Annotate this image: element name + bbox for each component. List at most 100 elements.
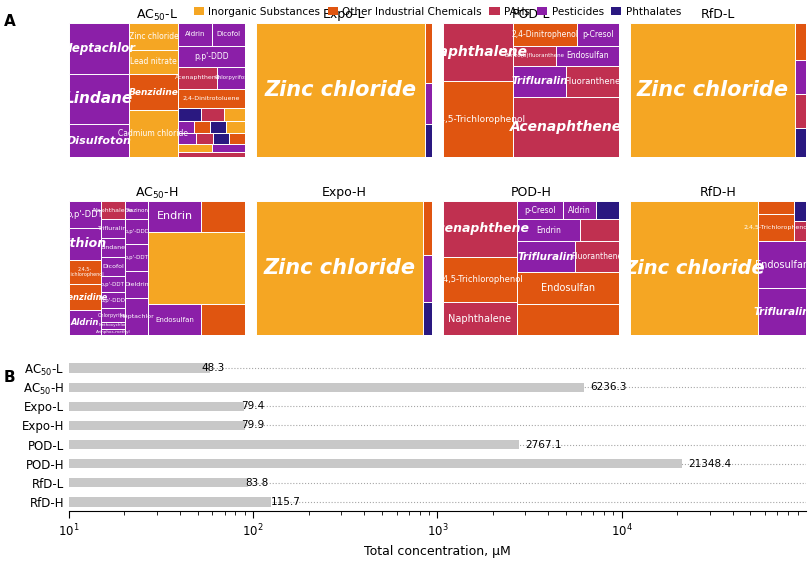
FancyBboxPatch shape: [100, 322, 126, 329]
FancyBboxPatch shape: [514, 97, 619, 158]
FancyBboxPatch shape: [425, 83, 432, 124]
FancyBboxPatch shape: [210, 121, 226, 133]
FancyBboxPatch shape: [514, 23, 577, 46]
FancyBboxPatch shape: [795, 23, 806, 60]
FancyBboxPatch shape: [129, 50, 178, 74]
FancyBboxPatch shape: [100, 308, 126, 322]
FancyBboxPatch shape: [629, 23, 795, 158]
Title: AC$_{50}$-H: AC$_{50}$-H: [135, 185, 179, 201]
Text: Heptachlor: Heptachlor: [119, 314, 154, 319]
FancyBboxPatch shape: [577, 23, 619, 46]
FancyBboxPatch shape: [514, 66, 566, 97]
FancyBboxPatch shape: [69, 260, 100, 284]
FancyBboxPatch shape: [226, 121, 245, 133]
FancyBboxPatch shape: [758, 288, 806, 336]
Text: Azinphos-methyl: Azinphos-methyl: [96, 330, 130, 334]
Title: RfD-H: RfD-H: [699, 186, 736, 199]
FancyBboxPatch shape: [517, 272, 619, 305]
Title: AC$_{50}$-L: AC$_{50}$-L: [136, 7, 178, 23]
Text: Aldrin: Aldrin: [185, 31, 205, 37]
FancyBboxPatch shape: [201, 107, 224, 121]
Text: Acenaphthene: Acenaphthene: [175, 75, 220, 80]
FancyBboxPatch shape: [517, 219, 580, 241]
FancyBboxPatch shape: [795, 128, 806, 158]
Text: Fluoranthene: Fluoranthene: [565, 77, 620, 86]
Title: RfD-L: RfD-L: [701, 8, 735, 21]
FancyBboxPatch shape: [443, 81, 514, 158]
FancyBboxPatch shape: [794, 221, 806, 241]
Text: Methoxychlor: Methoxychlor: [99, 323, 127, 327]
FancyBboxPatch shape: [100, 238, 126, 257]
Text: Endrin: Endrin: [536, 226, 561, 235]
Bar: [69, 459, 682, 468]
Text: Aldrin: Aldrin: [568, 206, 590, 215]
FancyBboxPatch shape: [443, 257, 517, 302]
Title: Expo-H: Expo-H: [322, 186, 366, 199]
FancyBboxPatch shape: [229, 133, 245, 144]
FancyBboxPatch shape: [201, 305, 245, 336]
FancyBboxPatch shape: [514, 46, 556, 66]
Text: 79.9: 79.9: [241, 420, 265, 431]
Text: Zinc chloride: Zinc chloride: [263, 258, 416, 278]
FancyBboxPatch shape: [211, 144, 245, 152]
FancyBboxPatch shape: [758, 241, 806, 288]
Text: Endosulfan: Endosulfan: [566, 51, 608, 60]
Text: Chlorpyrifos: Chlorpyrifos: [215, 75, 248, 80]
Text: Trifluralin: Trifluralin: [754, 307, 810, 317]
Title: Expo-L: Expo-L: [322, 8, 365, 21]
Text: 2,4,5-Trichlorophenol: 2,4,5-Trichlorophenol: [431, 115, 525, 124]
FancyBboxPatch shape: [517, 201, 563, 219]
FancyBboxPatch shape: [178, 23, 211, 46]
FancyBboxPatch shape: [794, 201, 806, 221]
FancyBboxPatch shape: [126, 244, 148, 271]
FancyBboxPatch shape: [178, 46, 245, 67]
FancyBboxPatch shape: [575, 241, 619, 272]
Text: Endosulfan: Endosulfan: [541, 283, 595, 293]
Bar: [69, 383, 584, 392]
Text: Acenaphthene: Acenaphthene: [429, 223, 531, 236]
FancyBboxPatch shape: [100, 219, 126, 238]
Text: Fluoranthene: Fluoranthene: [571, 252, 623, 261]
Title: POD-H: POD-H: [510, 186, 552, 199]
Bar: [69, 363, 210, 373]
Text: Benzidine: Benzidine: [62, 293, 108, 302]
Text: Benzidine: Benzidine: [129, 88, 178, 97]
Bar: [69, 478, 248, 488]
FancyBboxPatch shape: [214, 133, 229, 144]
FancyBboxPatch shape: [148, 201, 201, 232]
FancyBboxPatch shape: [563, 201, 596, 219]
FancyBboxPatch shape: [425, 124, 432, 158]
Text: o,p'-DDT: o,p'-DDT: [101, 282, 125, 286]
FancyBboxPatch shape: [126, 298, 148, 336]
FancyBboxPatch shape: [217, 67, 245, 89]
Text: p,p'-DDT: p,p'-DDT: [66, 210, 103, 219]
FancyBboxPatch shape: [256, 23, 425, 158]
FancyBboxPatch shape: [100, 329, 126, 336]
Legend: Inorganic Substances, Other Industrial Chemicals, PAHs, Pesticides, Phthalates: Inorganic Substances, Other Industrial C…: [190, 2, 685, 21]
Text: Chlorpyrifos: Chlorpyrifos: [98, 312, 128, 318]
FancyBboxPatch shape: [211, 23, 245, 46]
Bar: [69, 421, 245, 431]
Text: Cadmium chloride: Cadmium chloride: [118, 129, 189, 138]
Text: 2,4-Dinitrophenol: 2,4-Dinitrophenol: [511, 29, 578, 38]
FancyBboxPatch shape: [69, 124, 129, 158]
Text: 2767.1: 2767.1: [525, 440, 561, 450]
Text: B: B: [4, 370, 15, 385]
FancyBboxPatch shape: [196, 133, 214, 144]
FancyBboxPatch shape: [425, 23, 432, 83]
FancyBboxPatch shape: [69, 23, 129, 74]
FancyBboxPatch shape: [148, 232, 245, 305]
Text: Dicofol: Dicofol: [102, 264, 124, 269]
FancyBboxPatch shape: [580, 219, 619, 241]
Text: 21348.4: 21348.4: [688, 459, 731, 468]
Text: Zinc chloride: Zinc chloride: [623, 259, 765, 277]
Text: 115.7: 115.7: [271, 497, 301, 507]
FancyBboxPatch shape: [443, 201, 517, 257]
FancyBboxPatch shape: [758, 214, 794, 241]
Text: Heptachlor: Heptachlor: [62, 42, 135, 55]
Text: Endosulfan: Endosulfan: [156, 317, 194, 323]
FancyBboxPatch shape: [758, 201, 806, 214]
FancyBboxPatch shape: [69, 284, 100, 310]
X-axis label: Total concentration, μM: Total concentration, μM: [364, 545, 511, 558]
FancyBboxPatch shape: [424, 302, 432, 336]
